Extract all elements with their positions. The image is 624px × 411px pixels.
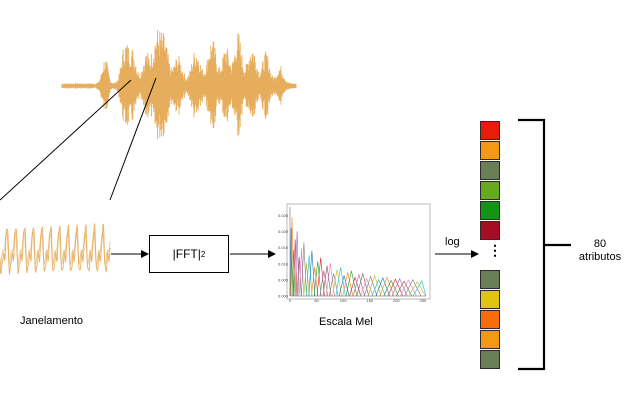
mel-filter-triangle bbox=[395, 280, 413, 297]
mel-filter-triangle bbox=[296, 256, 302, 297]
mel-y-tick: 0.005 bbox=[278, 277, 289, 282]
log-label: log bbox=[445, 236, 460, 248]
fft-label: |FFT| bbox=[172, 247, 201, 261]
mel-filter-triangle bbox=[371, 278, 386, 297]
mel-filter-triangle bbox=[325, 263, 335, 297]
mel-filter-triangle bbox=[303, 262, 310, 297]
mel-filter-triangle bbox=[329, 273, 339, 297]
mel-filter-triangle bbox=[311, 266, 319, 297]
feature-bracket bbox=[518, 118, 571, 371]
arrow-to-mel bbox=[230, 250, 276, 258]
mel-filter-triangle bbox=[342, 272, 354, 297]
mel-filter-triangle bbox=[308, 250, 316, 297]
feature-cell bbox=[480, 310, 500, 329]
attributes-count: 80 bbox=[593, 238, 607, 250]
mel-y-tick: 0.015 bbox=[278, 245, 289, 250]
mel-y-tick: 0.000 bbox=[278, 294, 289, 299]
mel-y-tick: 0.025 bbox=[278, 213, 289, 218]
mel-x-tick: 250 bbox=[419, 298, 426, 303]
mel-filter-triangle bbox=[379, 276, 395, 297]
mel-x-tick: 50 bbox=[314, 298, 319, 303]
mel-filter-triangle bbox=[335, 267, 346, 297]
mel-y-tick: 0.020 bbox=[278, 229, 289, 234]
mel-filter-triangle bbox=[360, 277, 374, 297]
mel-x-tick: 100 bbox=[340, 298, 347, 303]
zoom-line-left bbox=[0, 79, 132, 201]
mel-filter-triangle bbox=[298, 248, 305, 297]
feature-cell bbox=[480, 121, 500, 140]
arrow-to-features bbox=[435, 250, 479, 258]
mel-filter-triangle bbox=[391, 277, 408, 297]
mel-filter-triangle bbox=[375, 277, 390, 297]
mel-filter-triangle bbox=[291, 249, 296, 297]
mel-y-tick: 0.010 bbox=[278, 261, 289, 266]
feature-cell bbox=[480, 201, 500, 220]
feature-cell bbox=[480, 161, 500, 180]
feature-cell bbox=[480, 221, 500, 240]
mel-filter-triangle bbox=[316, 257, 325, 297]
mel-filter-triangle bbox=[383, 279, 399, 297]
feature-cell bbox=[480, 350, 500, 369]
mel-filter-triangle bbox=[349, 276, 361, 297]
attributes-label: 80 atributos bbox=[574, 238, 624, 264]
windowing-label: Janelamento bbox=[20, 315, 83, 327]
windowed-signal bbox=[0, 223, 111, 276]
audio-waveform bbox=[61, 30, 297, 139]
mel-x-tick: 0 bbox=[289, 298, 292, 303]
ellipsis-icon: ⋮ bbox=[488, 242, 502, 258]
feature-cell bbox=[480, 330, 500, 349]
mel-filter-triangle bbox=[404, 279, 422, 297]
feature-cell bbox=[480, 290, 500, 309]
mel-filter-triangle bbox=[322, 265, 332, 297]
mel-filter-triangle bbox=[345, 270, 358, 297]
zoom-line-right bbox=[109, 77, 157, 201]
fft-block: |FFT| 2 bbox=[149, 235, 229, 273]
mel-filter-triangle bbox=[301, 242, 307, 297]
feature-cell bbox=[480, 270, 500, 289]
mel-filter-triangle bbox=[319, 270, 328, 297]
attributes-word: atributos bbox=[578, 251, 622, 263]
mel-filter-triangle bbox=[408, 281, 426, 297]
mel-filter-triangle bbox=[289, 228, 293, 297]
fft-exponent: 2 bbox=[200, 249, 206, 259]
mel-filter-triangle bbox=[367, 274, 382, 297]
mel-filter-triangle bbox=[332, 269, 342, 297]
mel-filter-triangle bbox=[305, 255, 313, 297]
mel-filter-triangle bbox=[293, 239, 298, 297]
feature-cell bbox=[480, 181, 500, 200]
mel-filter-triangle bbox=[387, 278, 404, 297]
feature-cell bbox=[480, 141, 500, 160]
arrow-to-fft bbox=[111, 250, 149, 258]
mel-x-tick: 200 bbox=[393, 298, 400, 303]
mel-x-tick: 150 bbox=[366, 298, 373, 303]
mel-scale-label: Escala Mel bbox=[319, 316, 373, 328]
mel-filter-triangle bbox=[313, 261, 322, 297]
mel-filter-triangle bbox=[412, 280, 427, 297]
mel-filter-triangle bbox=[400, 279, 417, 297]
